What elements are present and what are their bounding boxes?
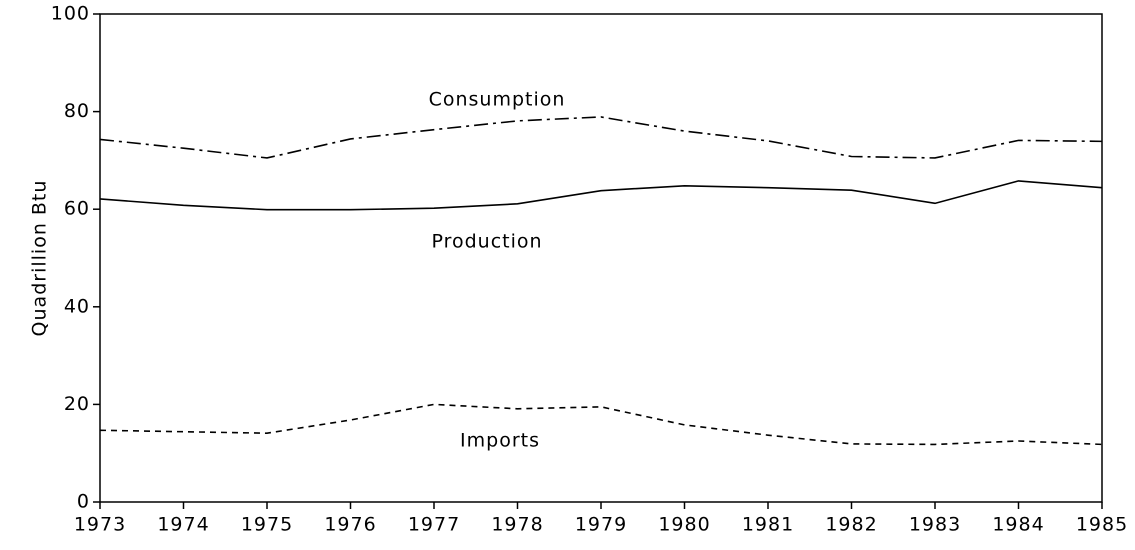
series-line <box>99 116 1103 159</box>
series-line <box>99 403 1103 446</box>
x-tick-label: 1978 <box>491 514 543 536</box>
y-tick-label: 80 <box>64 100 90 122</box>
y-tick-label: 100 <box>51 3 90 25</box>
x-tick-label: 1981 <box>742 514 794 536</box>
y-tick-label: 20 <box>64 393 90 415</box>
x-tick-label: 1982 <box>825 514 877 536</box>
series-label: Production <box>431 231 542 253</box>
x-tick-label: 1977 <box>408 514 460 536</box>
y-tick-label: 40 <box>64 295 90 317</box>
x-tick-label: 1973 <box>74 514 126 536</box>
x-tick-label: 1984 <box>992 514 1044 536</box>
x-tick-label: 1975 <box>241 514 293 536</box>
x-tick-label: 1979 <box>575 514 627 536</box>
y-tick-label: 0 <box>77 491 90 513</box>
x-tick-label: 1985 <box>1076 514 1128 536</box>
x-tick-label: 1976 <box>324 514 376 536</box>
series-label: Imports <box>460 430 540 452</box>
x-tick-label: 1980 <box>658 514 710 536</box>
series-label: Consumption <box>429 89 566 111</box>
x-tick-label: 1974 <box>157 514 209 536</box>
x-tick-label: 1983 <box>909 514 961 536</box>
y-axis-label: Quadrillion Btu <box>29 180 51 337</box>
plot-frame <box>99 13 1103 503</box>
y-tick-label: 60 <box>64 198 90 220</box>
series-line <box>99 180 1103 211</box>
